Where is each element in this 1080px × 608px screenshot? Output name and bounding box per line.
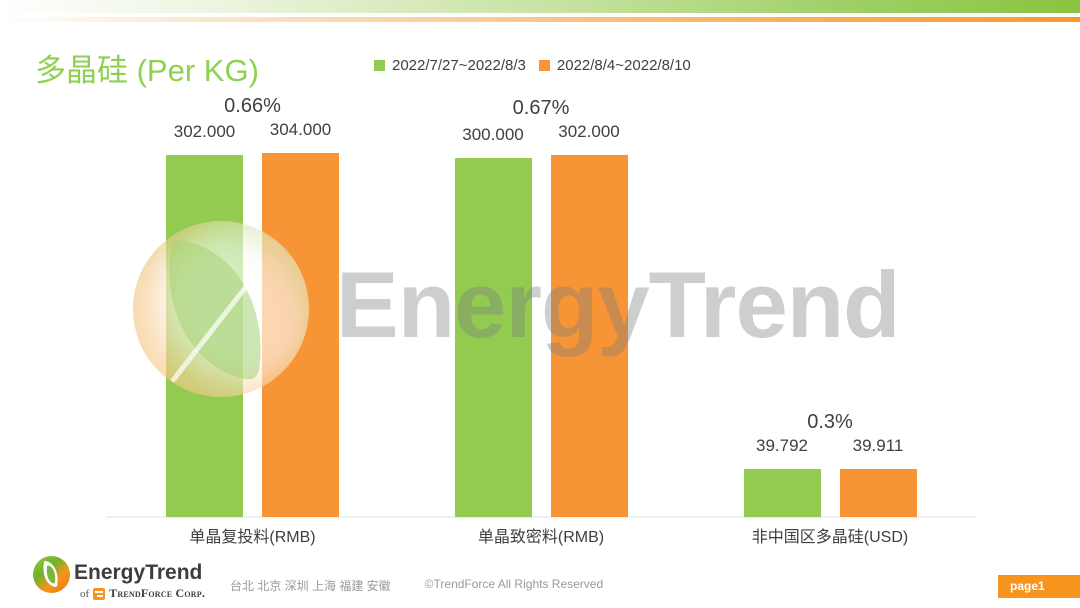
category-label: 非中国区多晶硅(USD) xyxy=(751,529,909,546)
bar-value-label: 39.911 xyxy=(852,436,904,456)
chart-legend: 2022/7/27~2022/8/3 2022/8/4~2022/8/10 xyxy=(374,57,697,74)
top-green-gradient-band xyxy=(0,0,1080,13)
footer-text-row: 台北 北京 深圳 上海 福建 安徽 ©TrendForce All Rights… xyxy=(230,577,603,594)
category-label: 单晶致密料(RMB) xyxy=(477,529,605,546)
top-orange-gradient-line xyxy=(0,17,1080,22)
category-label: 单晶复投料(RMB) xyxy=(189,529,316,546)
legend-swatch-period2 xyxy=(538,60,550,71)
bar-period2 xyxy=(262,153,339,517)
bar-period2 xyxy=(839,469,917,517)
trendforce-logo-line: of TrendForce Corp. xyxy=(80,586,205,601)
bar-value-label: 302.000 xyxy=(173,122,236,142)
bar-period2 xyxy=(550,155,628,517)
legend-label-period1: 2022/7/27~2022/8/3 xyxy=(392,57,526,74)
bar-value-label: 304.000 xyxy=(269,120,332,139)
bar-value-label: 302.000 xyxy=(558,122,620,142)
legend-swatch-period1 xyxy=(374,60,385,71)
energytrend-logo-text: EnergyTrend xyxy=(74,561,203,584)
copyright-text: ©TrendForce All Rights Reserved xyxy=(424,577,604,591)
legend-label-period2: 2022/8/4~2022/8/10 xyxy=(556,57,691,74)
bar-value-label: 300.000 xyxy=(462,124,524,144)
trendforce-icon xyxy=(93,587,106,600)
office-locations: 台北 北京 深圳 上海 福建 安徽 xyxy=(230,579,391,593)
bar-value-label: 39.792 xyxy=(756,436,808,456)
x-axis-line xyxy=(106,516,975,518)
change-percent-label: 0.67% xyxy=(512,97,570,120)
bar-period1 xyxy=(743,469,821,517)
logo-sub-prefix: of xyxy=(80,587,90,600)
trendforce-brand-text: TrendForce Corp. xyxy=(109,586,206,600)
change-percent-label: 0.66% xyxy=(224,95,281,117)
change-percent-label: 0.3% xyxy=(807,411,853,434)
page-number-badge: page1 xyxy=(998,575,1080,598)
bar-period1 xyxy=(454,157,532,517)
bar-period1 xyxy=(166,155,243,517)
page-title: 多晶硅 (Per KG) xyxy=(35,53,259,88)
